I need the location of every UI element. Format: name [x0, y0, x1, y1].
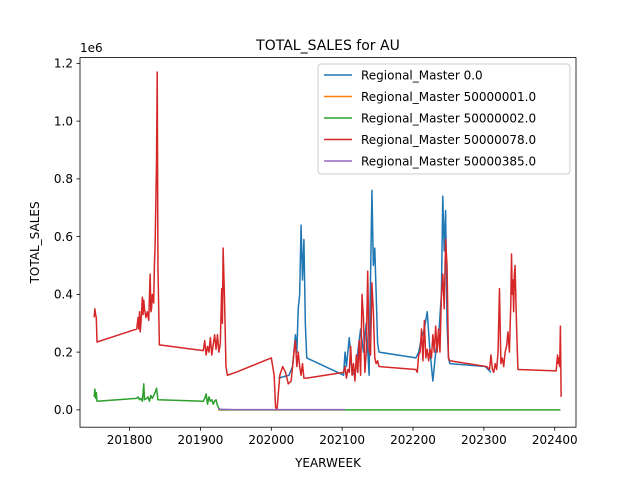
plot-area [93, 71, 562, 411]
y-axis-offset-label: 1e6 [80, 41, 103, 55]
y-tick-label: 1.0 [54, 114, 73, 128]
x-tick-label: 202200 [390, 433, 436, 447]
legend: Regional_Master 0.0 Regional_Master 50000… [317, 63, 571, 175]
x-tick-label: 202000 [248, 433, 294, 447]
series-line-2 [93, 383, 561, 411]
x-tick-label: 201900 [178, 433, 224, 447]
y-tick-label: 0.6 [54, 230, 73, 244]
legend-label-4: Regional_Master 50000385.0 [361, 155, 536, 169]
legend-label-2: Regional_Master 50000002.0 [361, 112, 536, 126]
x-tick-label: 202300 [461, 433, 507, 447]
y-axis-label: TOTAL_SALES [28, 201, 42, 284]
y-tick-label: 1.2 [54, 57, 73, 71]
legend-label-3: Regional_Master 50000078.0 [361, 133, 536, 147]
series-line-3 [93, 71, 562, 411]
y-tick-label: 0.4 [54, 288, 73, 302]
legend-label-0: Regional_Master 0.0 [361, 69, 483, 83]
y-tick-label: 0.8 [54, 172, 73, 186]
legend-box [317, 63, 571, 175]
legend-label-1: Regional_Master 50000001.0 [361, 90, 536, 104]
y-axis: 0.0 0.2 0.4 0.6 0.8 1.0 1.2 [54, 57, 80, 417]
axes-frame [79, 57, 577, 428]
y-tick-label: 0.0 [54, 403, 73, 417]
x-axis: 201800 201900 202000 202100 202200 202300 2024… [107, 427, 578, 447]
x-axis-label: YEARWEEK [294, 456, 362, 470]
chart-title: TOTAL_SALES for AU [255, 38, 400, 54]
series-line-0 [278, 189, 492, 382]
x-tick-label: 201800 [107, 433, 153, 447]
y-tick-label: 0.2 [54, 345, 73, 359]
x-tick-label: 202400 [532, 433, 578, 447]
x-tick-label: 202100 [319, 433, 365, 447]
